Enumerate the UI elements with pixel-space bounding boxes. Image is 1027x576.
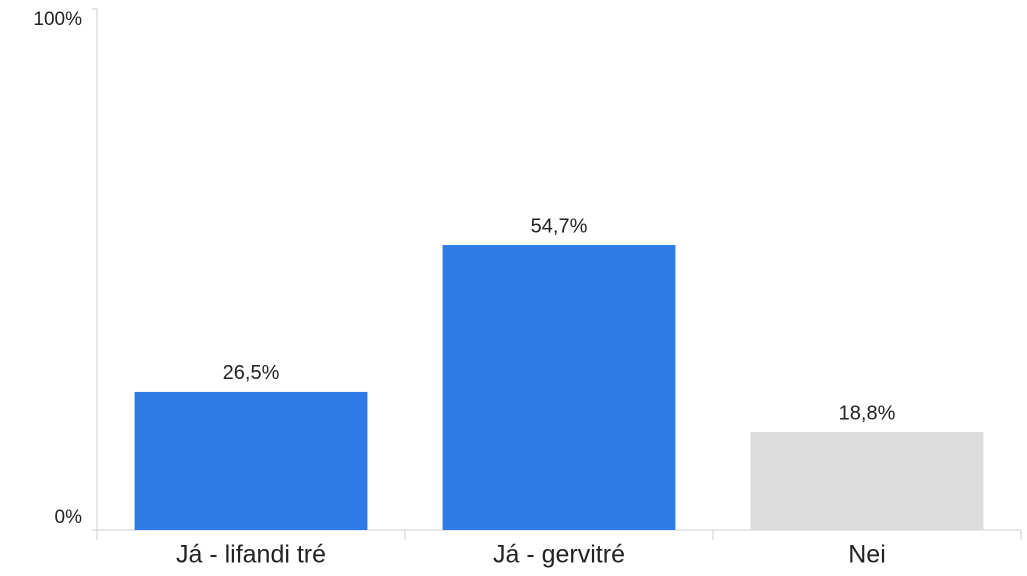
bar — [134, 391, 368, 530]
x-tick-label: Já - gervitré — [493, 541, 625, 569]
value-label: 18,8% — [839, 402, 896, 424]
x-tick-label: Já - lifandi tré — [176, 541, 326, 569]
y-tick-label: 100% — [33, 9, 82, 30]
x-tick-label: Nei — [848, 541, 886, 569]
value-label: 26,5% — [223, 362, 280, 384]
value-label: 54,7% — [531, 215, 588, 237]
bar — [750, 432, 984, 530]
y-tick-label: 0% — [55, 507, 83, 528]
bar — [442, 245, 676, 530]
